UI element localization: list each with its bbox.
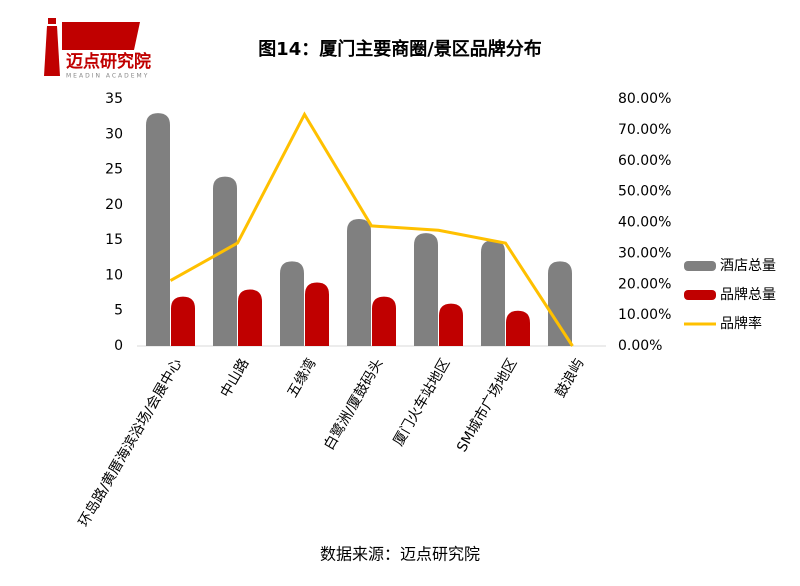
bar (146, 113, 170, 346)
y2-tick-label: 80.00% (618, 91, 671, 107)
legend-swatch (684, 261, 716, 271)
logo: 迈点研究院 MEADIN ACADEMY (44, 18, 151, 80)
logo-icon (44, 26, 60, 76)
y-tick-label: 0 (114, 338, 123, 354)
x-tick-label: SM城市广场地区 (453, 356, 520, 455)
x-tick-label: 厦门火车站地区 (390, 356, 454, 449)
y2-tick-label: 40.00% (618, 215, 671, 231)
bar (506, 310, 530, 346)
y-tick-label: 35 (105, 91, 123, 107)
bar (238, 289, 262, 346)
source: 数据来源：迈点研究院 (320, 545, 480, 564)
bar (305, 282, 329, 346)
y2-tick-label: 20.00% (618, 276, 671, 292)
y-tick-label: 15 (105, 232, 123, 248)
legend-label: 酒店总量 (720, 258, 776, 274)
y-tick-label: 25 (105, 162, 123, 178)
y2-tick-label: 0.00% (618, 338, 662, 354)
bar (372, 296, 396, 346)
logo-icon (62, 22, 140, 50)
bar (414, 233, 438, 346)
bar (481, 240, 505, 346)
y-tick-label: 30 (105, 126, 123, 142)
logo-tagline: MEADIN ACADEMY (66, 73, 149, 80)
y2-tick-label: 70.00% (618, 122, 671, 138)
x-tick-label: 五缘湾 (284, 356, 320, 401)
x-tick-label: 鼓浪屿 (553, 356, 588, 400)
x-tick-label: 中山路 (218, 356, 253, 400)
line (169, 111, 574, 347)
y-tick-label: 10 (105, 267, 123, 283)
bar (213, 176, 237, 346)
y-tick-label: 5 (114, 303, 123, 319)
legend-label: 品牌率 (720, 315, 762, 332)
logo-name: 迈点研究院 (66, 51, 151, 72)
legend-label: 品牌总量 (720, 286, 776, 303)
y2-tick-label: 10.00% (618, 307, 671, 323)
legend-swatch (684, 290, 716, 300)
bar (548, 261, 572, 346)
y-tick-label: 20 (105, 197, 123, 213)
bar (347, 218, 371, 346)
y2-tick-label: 50.00% (618, 184, 671, 200)
y2-tick-label: 60.00% (618, 153, 671, 169)
chart-title: 图14：厦门主要商圈/景区品牌分布 (258, 38, 542, 60)
bar (171, 296, 195, 346)
x-tick-label: 环岛路/黄厝海滨浴场/会展中心 (75, 356, 185, 530)
logo-icon (48, 18, 56, 24)
bar (439, 303, 463, 346)
x-tick-label: 白鹭洲/厦鼓码头 (321, 356, 386, 453)
y2-tick-label: 30.00% (618, 245, 671, 261)
bar (280, 261, 304, 346)
